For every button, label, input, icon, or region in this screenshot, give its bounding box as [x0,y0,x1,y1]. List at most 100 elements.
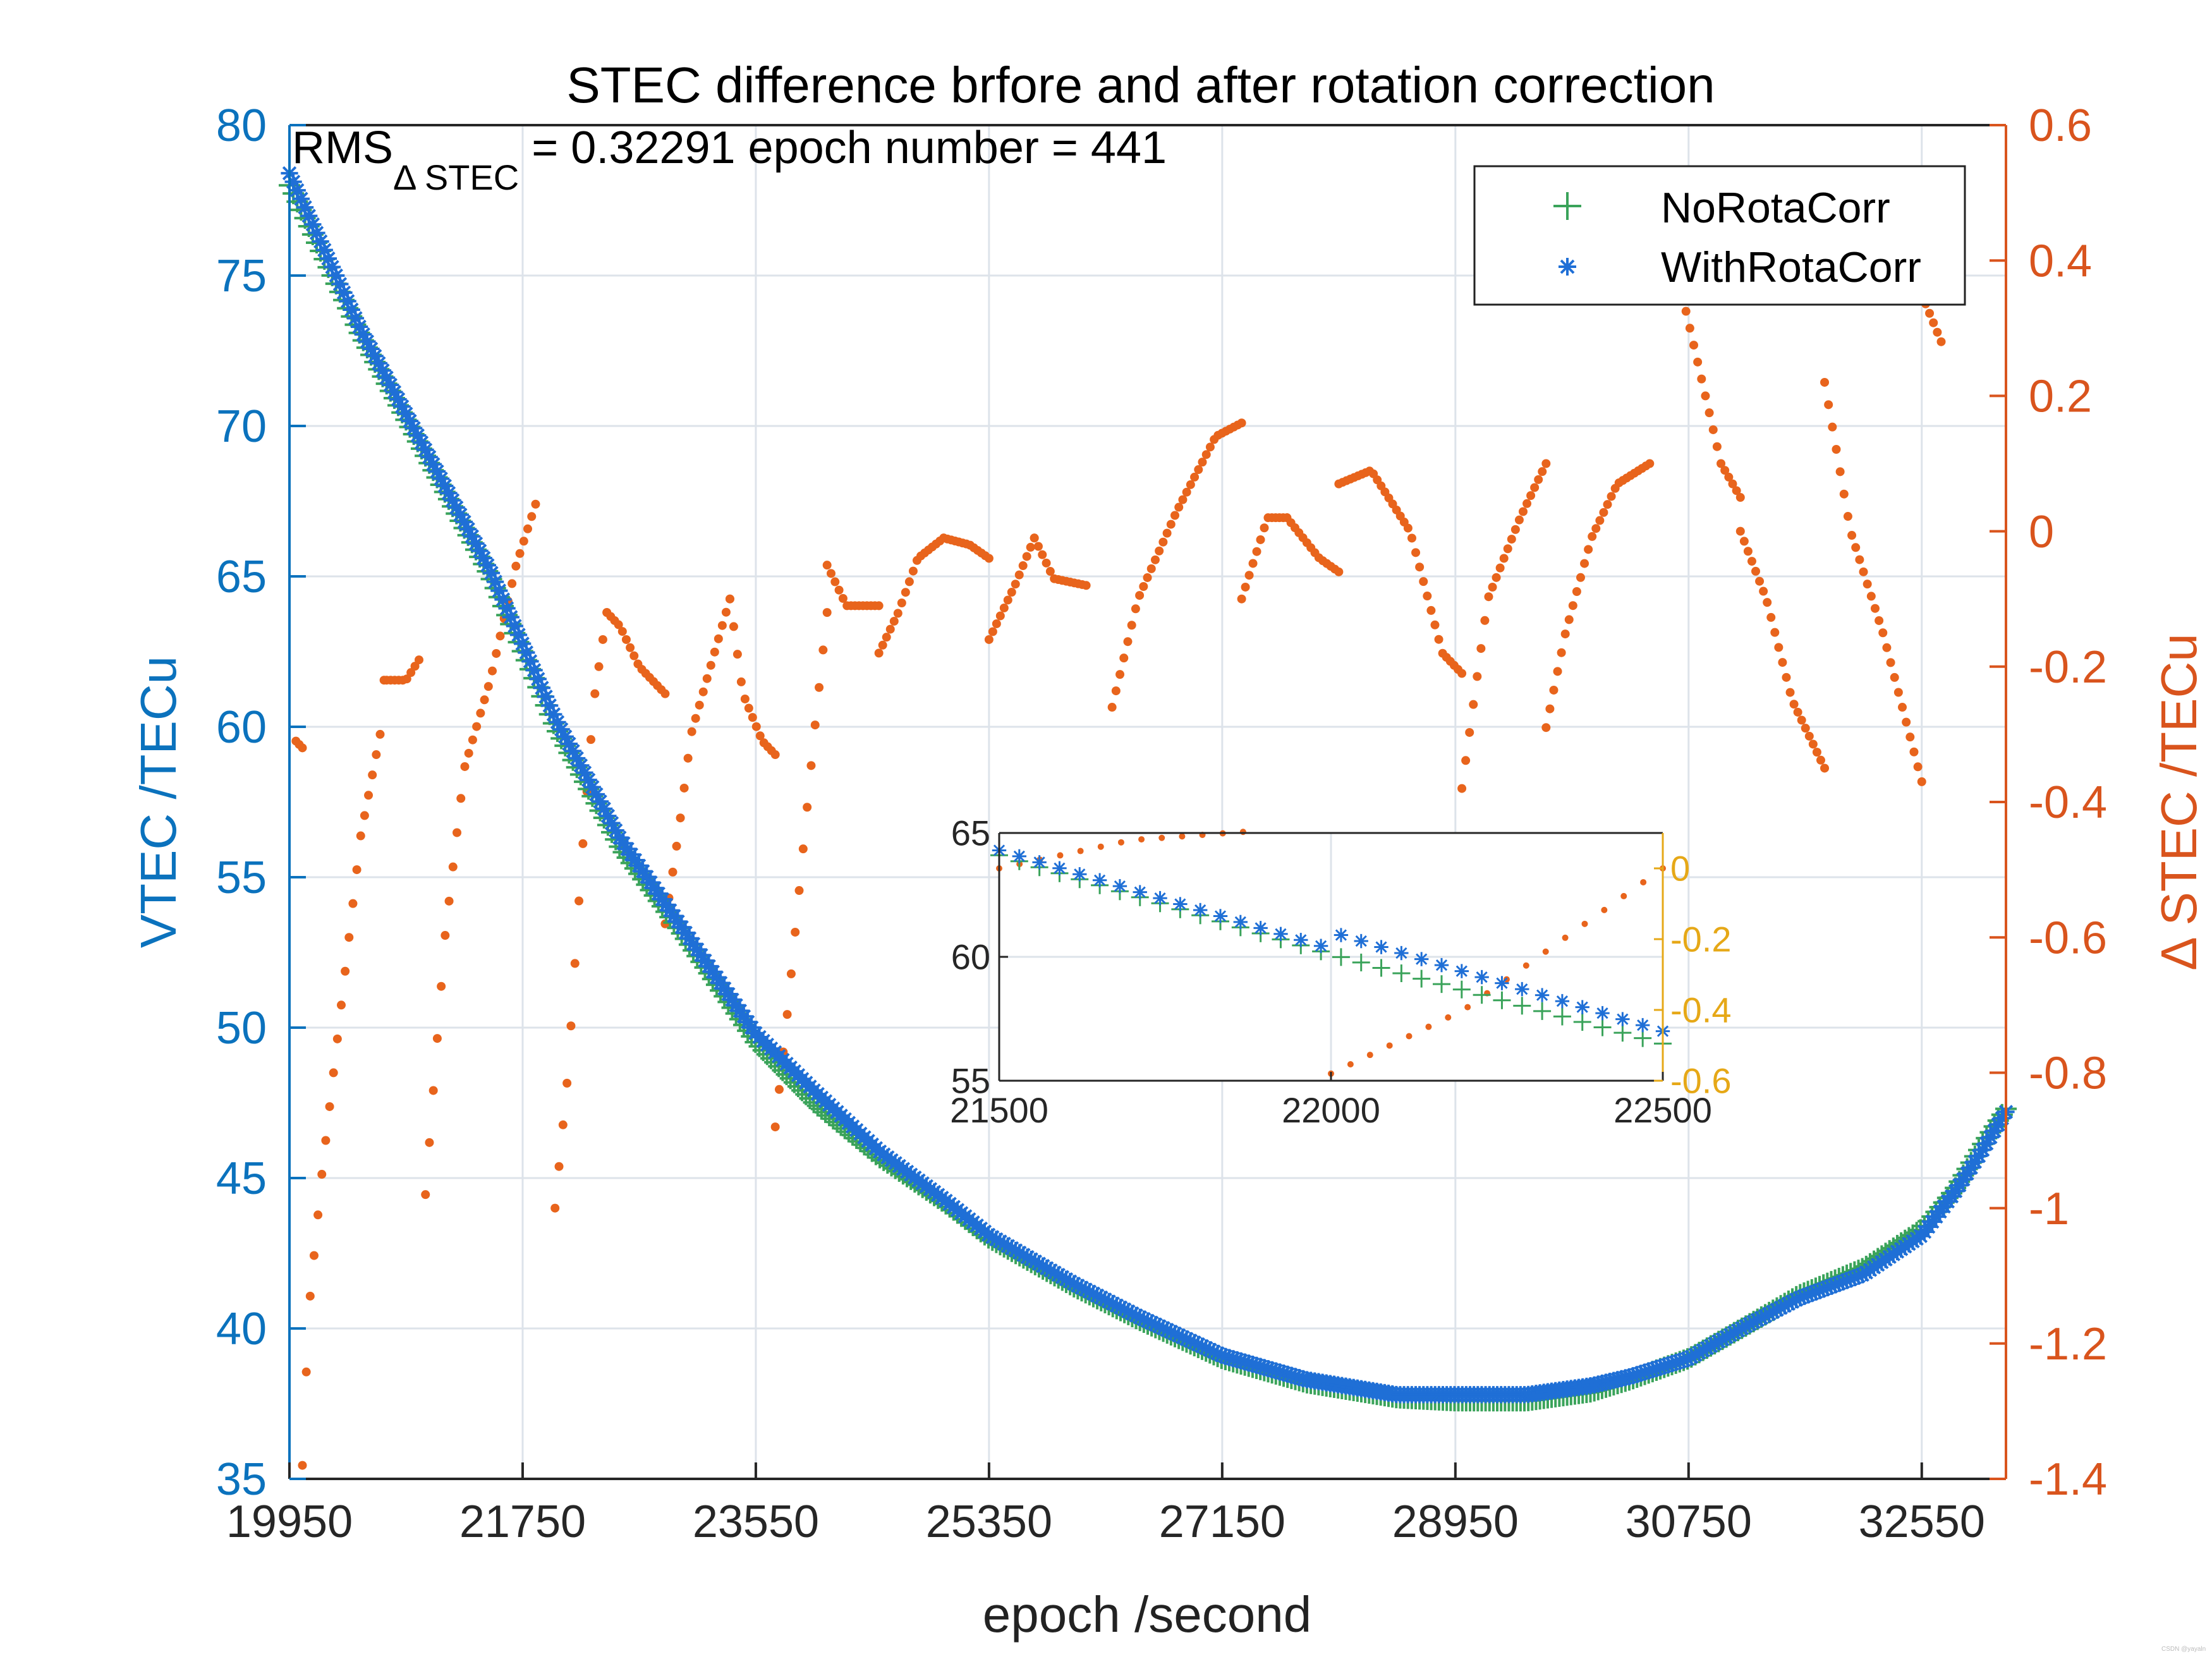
delta-stec-point [1542,948,1549,955]
with-rota-corr-point-d2 [531,672,545,686]
delta-stec-point [1407,533,1416,543]
delta-stec-point [1603,500,1612,509]
with-rota-corr-point-d2 [480,558,495,573]
delta-stec-point [410,662,420,671]
delta-stec-point [1735,493,1745,502]
delta-stec-point [695,700,704,710]
delta-stec-point [736,677,746,686]
delta-stec-point [578,839,588,848]
with-rota-corr-point-d2 [1074,868,1086,880]
delta-stec-point [1832,445,1841,454]
delta-stec-point [1081,581,1091,590]
delta-stec-point [558,1120,568,1129]
inset-axes: 21500 22000 22500 55 60 65 -0.6 -0.4 -0.2 0 [950,813,1731,1130]
with-rota-corr-point [1073,867,1087,882]
delta-stec-point [1194,465,1203,475]
y-left-tick-label: 70 [216,401,267,452]
no-rota-corr-point [1332,948,1350,966]
delta-stec-point [1766,612,1776,622]
with-rota-corr-point [1555,994,1570,1009]
delta-stec-point [702,674,712,683]
y-right-tick-label: -0.4 [2029,777,2107,828]
delta-stec-point [453,828,462,837]
delta-stec-point [687,727,696,736]
delta-stec-point [1717,459,1726,468]
x-tick-label: 25350 [926,1497,1052,1547]
delta-stec-point [826,569,836,578]
with-rota-corr-point-d2 [569,751,584,766]
delta-stec-point [325,1102,334,1111]
no-rota-corr-point [1593,1018,1612,1036]
delta-stec-point [1503,544,1512,554]
y-left-tick-label: 55 [951,1061,990,1101]
delta-stec-point [683,753,693,763]
delta-stec-point [617,627,627,636]
delta-stec-point [1127,621,1136,630]
delta-stec-point [751,722,761,731]
y-right-tick-label: 0 [2029,507,2054,557]
delta-stec-point [1785,688,1795,697]
with-rota-corr-point-d2 [363,341,379,356]
with-rota-corr-point-d2 [589,787,604,802]
y-left-tick-label: 40 [216,1304,267,1354]
delta-stec-point [1645,459,1655,468]
delta-stec-point [332,1034,342,1043]
delta-stec-point [1473,672,1482,681]
with-rota-corr-point-d2 [430,464,444,479]
y-right-tick-label: -0.8 [2029,1048,2107,1099]
delta-stec-point [1179,833,1186,840]
y-right-tick-label: -0.4 [1670,990,1732,1030]
x-tick-label: 23550 [693,1497,819,1547]
delta-stec-point [1855,555,1864,564]
y-right-tick-label: 0.2 [2029,372,2092,422]
delta-stec-point [519,537,528,546]
with-rota-corr-point-d2 [1194,904,1206,916]
y-right-tick-label: -0.6 [1670,1061,1732,1101]
with-rota-corr-point-d2 [399,406,413,421]
no-rota-corr-point [1413,969,1431,988]
delta-stec-point [1576,573,1585,582]
delta-stec-point [1077,848,1084,854]
delta-stec-point [1117,839,1124,846]
y-right-tick-label: -1.4 [2029,1454,2107,1505]
no-rota-corr-point [1352,953,1370,971]
with-rota-corr-point-d2 [515,636,530,651]
with-rota-corr-point [1434,957,1449,973]
with-rota-corr-point-d2 [352,319,367,334]
delta-stec-point [1045,567,1055,576]
delta-stec-point [1143,573,1152,582]
delta-stec-point [1562,934,1569,941]
delta-stec-point [321,1136,331,1145]
delta-stec-point [1162,528,1172,538]
delta-stec-point [901,588,910,597]
with-rota-corr-point-d2 [290,183,305,198]
delta-stec-point [352,865,362,875]
with-rota-corr-point-d2 [1335,929,1347,941]
with-rota-corr-point-d2 [465,529,480,544]
no-rota-corr-point [1634,1029,1652,1047]
delta-stec-point [822,561,832,570]
delta-stec-point [1038,550,1047,559]
delta-stec-point [794,886,804,896]
with-rota-corr-point-d2 [336,285,351,300]
with-rota-corr-point-d2 [457,514,471,530]
delta-stec-point [806,761,816,770]
delta-stec-point [329,1068,338,1078]
with-rota-corr-point-d2 [1255,922,1267,934]
with-rota-corr-point-d2 [1214,910,1227,922]
delta-stec-point [984,635,994,644]
with-rota-corr-point-d2 [504,610,518,624]
delta-stec-point [1155,546,1164,556]
delta-stec-point [1107,703,1117,712]
with-rota-corr-point-d2 [317,243,332,257]
delta-stec-point [1909,747,1919,757]
delta-stec-point [1755,576,1765,586]
delta-stec-point [1241,582,1250,592]
with-rota-corr-point-d2 [298,200,312,215]
delta-stec-point [437,981,446,991]
delta-stec-point [1205,442,1215,452]
delta-stec-point [1201,450,1211,459]
with-rota-corr-point-d2 [612,830,627,845]
with-rota-corr-point-d2 [1295,934,1307,946]
